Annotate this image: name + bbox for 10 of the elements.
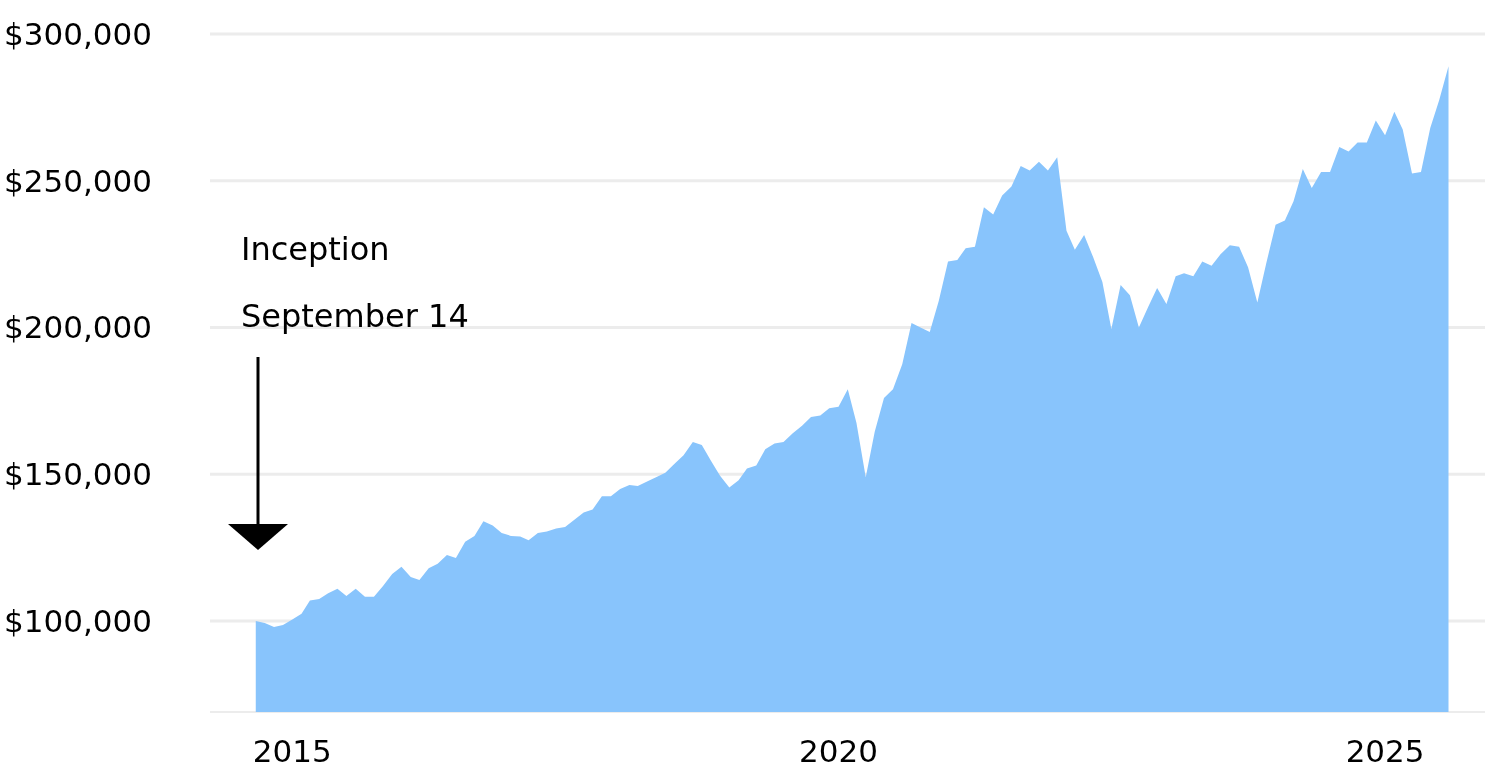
y-tick-label: $150,000 — [4, 456, 152, 493]
x-tick-label: 2020 — [799, 733, 878, 769]
y-tick-label: $200,000 — [4, 309, 152, 346]
annotation: September 14 — [241, 297, 469, 335]
annotation: Inception — [241, 230, 390, 268]
x-tick-label: 2025 — [1345, 733, 1425, 769]
y-tick-label: $250,000 — [4, 162, 152, 199]
y-tick-label: $300,000 — [4, 15, 152, 52]
x-tick-label: 2015 — [252, 733, 332, 769]
y-tick-label: $100,000 — [4, 602, 152, 639]
